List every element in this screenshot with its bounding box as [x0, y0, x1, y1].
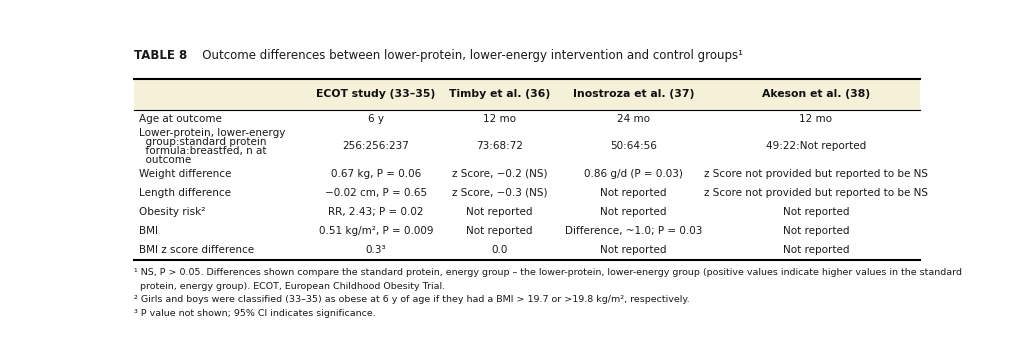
- Text: Obesity risk²: Obesity risk²: [139, 207, 206, 217]
- Text: 0.67 kg, P = 0.06: 0.67 kg, P = 0.06: [331, 169, 421, 178]
- Text: Timby et al. (36): Timby et al. (36): [450, 89, 550, 99]
- Text: ² Girls and boys were classified (33–35) as obese at 6 y of age if they had a BM: ² Girls and boys were classified (33–35)…: [134, 295, 690, 304]
- Text: 12 mo: 12 mo: [483, 114, 516, 124]
- Text: group:standard protein: group:standard protein: [139, 137, 266, 147]
- Text: 0.0: 0.0: [492, 245, 508, 255]
- Text: 6 y: 6 y: [368, 114, 384, 124]
- Text: Not reported: Not reported: [782, 207, 849, 217]
- Text: Not reported: Not reported: [782, 226, 849, 236]
- Text: 12 mo: 12 mo: [800, 114, 833, 124]
- Text: Age at outcome: Age at outcome: [139, 114, 222, 124]
- Text: outcome: outcome: [139, 155, 191, 165]
- Text: TABLE 8: TABLE 8: [134, 49, 187, 62]
- Text: Not reported: Not reported: [600, 245, 667, 255]
- Text: ³ P value not shown; 95% CI indicates significance.: ³ P value not shown; 95% CI indicates si…: [134, 309, 376, 318]
- Text: z Score not provided but reported to be NS: z Score not provided but reported to be …: [703, 188, 928, 198]
- Text: 50:64:56: 50:64:56: [610, 141, 656, 151]
- Text: Outcome differences between lower-protein, lower-energy intervention and control: Outcome differences between lower-protei…: [190, 49, 742, 62]
- Text: Not reported: Not reported: [782, 245, 849, 255]
- Text: −0.02 cm, P = 0.65: −0.02 cm, P = 0.65: [325, 188, 427, 198]
- Text: protein, energy group). ECOT, European Childhood Obesity Trial.: protein, energy group). ECOT, European C…: [134, 282, 445, 291]
- Bar: [134, 79, 920, 110]
- Text: Not reported: Not reported: [600, 188, 667, 198]
- Text: 0.51 kg/m², P = 0.009: 0.51 kg/m², P = 0.009: [318, 226, 433, 236]
- Text: z Score not provided but reported to be NS: z Score not provided but reported to be …: [703, 169, 928, 178]
- Text: 73:68:72: 73:68:72: [476, 141, 523, 151]
- Text: Not reported: Not reported: [467, 207, 532, 217]
- Text: ¹ NS, P > 0.05. Differences shown compare the standard protein, energy group – t: ¹ NS, P > 0.05. Differences shown compar…: [134, 268, 963, 277]
- Text: 49:22:Not reported: 49:22:Not reported: [766, 141, 866, 151]
- Text: BMI z score difference: BMI z score difference: [139, 245, 254, 255]
- Text: RR, 2.43; P = 0.02: RR, 2.43; P = 0.02: [328, 207, 424, 217]
- Text: Weight difference: Weight difference: [139, 169, 231, 178]
- Text: 24 mo: 24 mo: [616, 114, 650, 124]
- Text: 0.3³: 0.3³: [366, 245, 386, 255]
- Text: Not reported: Not reported: [600, 207, 667, 217]
- Text: 256:256:237: 256:256:237: [342, 141, 410, 151]
- Text: z Score, −0.2 (NS): z Score, −0.2 (NS): [452, 169, 548, 178]
- Text: Inostroza et al. (37): Inostroza et al. (37): [572, 89, 694, 99]
- Text: Lower-protein, lower-energy: Lower-protein, lower-energy: [139, 128, 286, 138]
- Text: Not reported: Not reported: [467, 226, 532, 236]
- Text: Difference, ~1.0; P = 0.03: Difference, ~1.0; P = 0.03: [564, 226, 701, 236]
- Text: ECOT study (33–35): ECOT study (33–35): [316, 89, 435, 99]
- Text: formula:breastfed, n at: formula:breastfed, n at: [139, 146, 266, 156]
- Text: z Score, −0.3 (NS): z Score, −0.3 (NS): [452, 188, 548, 198]
- Text: 0.86 g/d (P = 0.03): 0.86 g/d (P = 0.03): [584, 169, 683, 178]
- Text: Akeson et al. (38): Akeson et al. (38): [762, 89, 870, 99]
- Text: BMI: BMI: [139, 226, 158, 236]
- Text: Length difference: Length difference: [139, 188, 231, 198]
